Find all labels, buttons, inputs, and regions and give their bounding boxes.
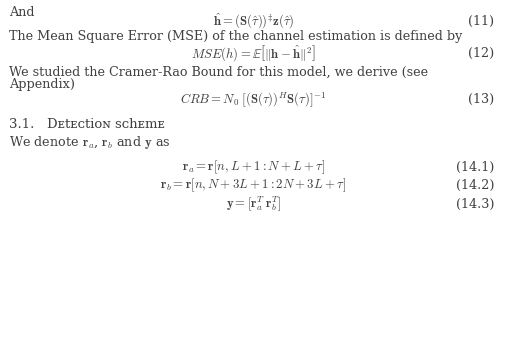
Text: Appendix): Appendix) — [9, 78, 75, 91]
Text: Dᴇtᴇᴄtiᴏɴ sᴄhᴇmᴇ: Dᴇtᴇᴄtiᴏɴ sᴄhᴇmᴇ — [47, 118, 164, 131]
Text: 3.1.: 3.1. — [9, 118, 34, 131]
Text: We studied the Cramer-Rao Bound for this model, we derive (see: We studied the Cramer-Rao Bound for this… — [9, 66, 428, 79]
Text: And: And — [9, 6, 34, 19]
Text: (14.2): (14.2) — [456, 179, 494, 192]
Text: (11): (11) — [468, 15, 494, 28]
Text: $\mathbf{r}_b = \mathbf{r}[n, N+3L+1:2N+3L+\tau]$: $\mathbf{r}_b = \mathbf{r}[n, N+3L+1:2N+… — [161, 176, 346, 194]
Text: $\hat{\mathbf{h}} = (\mathbf{S}(\hat{\tau}))^{\ddagger}\mathbf{z}(\hat{\tau})$: $\hat{\mathbf{h}} = (\mathbf{S}(\hat{\ta… — [213, 12, 294, 31]
Text: (12): (12) — [468, 47, 494, 60]
Text: (14.1): (14.1) — [456, 161, 494, 174]
Text: We denote $\mathbf{r}_a$, $\mathbf{r}_b$ and $\mathbf{y}$ as: We denote $\mathbf{r}_a$, $\mathbf{r}_b$… — [9, 133, 171, 151]
Text: (14.3): (14.3) — [456, 198, 494, 211]
Text: $\mathbf{r}_a = \mathbf{r}[n, L+1:N+L+\tau]$: $\mathbf{r}_a = \mathbf{r}[n, L+1:N+L+\t… — [182, 158, 325, 176]
Text: $MSE(h) = \mathbb{E}\left[\|\mathbf{h} - \hat{\mathbf{h}}\|^2\right]$: $MSE(h) = \mathbb{E}\left[\|\mathbf{h} -… — [191, 43, 316, 63]
Text: The Mean Square Error (MSE) of the channel estimation is defined by: The Mean Square Error (MSE) of the chann… — [9, 30, 462, 43]
Text: (13): (13) — [468, 93, 494, 106]
Text: $\mathbf{y} = [\mathbf{r}_a^T \; \mathbf{r}_b^T]$: $\mathbf{y} = [\mathbf{r}_a^T \; \mathbf… — [226, 195, 281, 213]
Text: $CRB = N_0 \;\left[(\mathbf{S}(\tau))^H\mathbf{S}(\tau)\right]^{-1}$: $CRB = N_0 \;\left[(\mathbf{S}(\tau))^H\… — [180, 90, 327, 109]
